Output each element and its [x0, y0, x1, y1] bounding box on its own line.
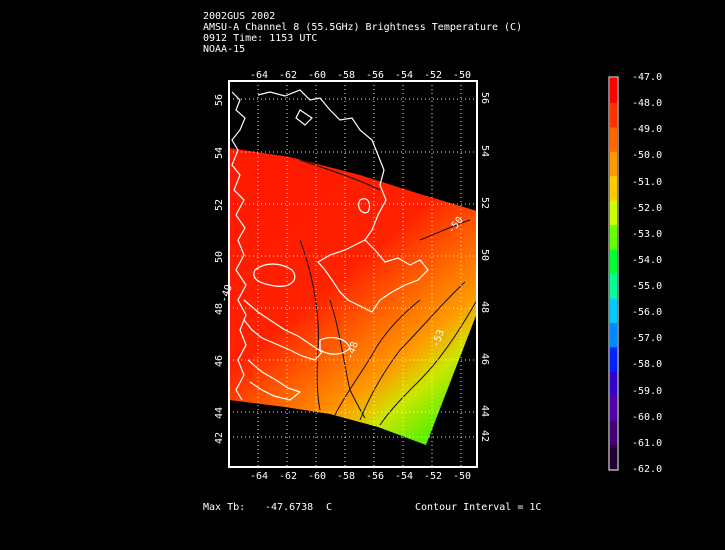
- colorbar-swatch: [610, 200, 617, 226]
- lat-tick: 48: [214, 303, 225, 315]
- colorbar-tick-label: -57.0: [632, 333, 663, 345]
- colorbar-tick-label: -52.0: [632, 202, 663, 214]
- colorbar-swatch: [610, 444, 617, 470]
- colorbar-tick-label: -53.0: [632, 228, 663, 240]
- title-line-3: 0912 Time: 1153 UTC: [203, 33, 318, 44]
- lon-tick: -56: [366, 471, 384, 482]
- lat-tick: 44: [479, 405, 490, 417]
- title-line-1: 2002GUS 2002: [203, 11, 276, 22]
- lat-tick: 56: [479, 92, 490, 104]
- max-tb-label: Max Tb:: [203, 502, 246, 513]
- lon-tick: -52: [424, 70, 442, 81]
- lat-tick: 54: [479, 145, 490, 157]
- lon-tick: -50: [453, 70, 471, 81]
- colorbar-swatch: [610, 420, 617, 446]
- lon-tick: -52: [424, 471, 442, 482]
- left-lat-axis: 56 54 52 50 48 46 44 42: [214, 94, 225, 444]
- lat-tick: 50: [214, 251, 225, 263]
- contour-interval: Contour Interval = 1C: [415, 502, 542, 513]
- colorbar-swatch: [610, 151, 617, 177]
- lat-tick: 48: [479, 301, 490, 313]
- colorbar-swatch: [610, 249, 617, 274]
- max-tb-unit: C: [326, 502, 333, 513]
- lon-tick: -58: [337, 70, 355, 81]
- lat-tick: 50: [479, 249, 490, 261]
- contour-lines: [299, 159, 477, 426]
- lon-tick: -64: [250, 70, 268, 81]
- colorbar-tick-label: -56.0: [632, 307, 663, 319]
- colorbar-swatch: [610, 395, 617, 421]
- lon-tick: -62: [279, 471, 297, 482]
- lon-tick: -56: [366, 70, 384, 81]
- lat-tick: 42: [479, 430, 490, 442]
- colorbar-tick-label: -59.0: [632, 385, 663, 397]
- colorbar-swatch: [610, 297, 617, 323]
- lat-tick: 46: [214, 355, 225, 367]
- lat-tick: 46: [479, 353, 490, 365]
- lon-tick: -62: [279, 70, 297, 81]
- colorbar-swatch: [610, 102, 617, 128]
- lat-tick: 56: [214, 94, 225, 106]
- right-lat-axis: 56 54 52 50 48 46 44 42: [479, 92, 490, 442]
- colorbar-swatch: [610, 371, 617, 397]
- colorbar: [608, 76, 619, 471]
- coastlines: [231, 89, 429, 401]
- lon-tick: -60: [308, 471, 326, 482]
- map-frame: [228, 80, 478, 468]
- colorbar-frame: [608, 76, 619, 471]
- colorbar-tick-label: -55.0: [632, 281, 663, 293]
- colorbar-swatch: [610, 78, 617, 103]
- colorbar-swatch: [610, 322, 617, 348]
- lon-tick: -54: [395, 471, 413, 482]
- colorbar-swatch: [610, 273, 617, 299]
- lon-tick: -54: [395, 70, 413, 81]
- bottom-lon-axis: -64 -62 -60 -58 -56 -54 -52 -50: [250, 471, 471, 482]
- title-line-2: AMSU-A Channel 8 (55.5GHz) Brightness Te…: [203, 22, 523, 33]
- max-tb-value: -47.6738: [265, 502, 314, 513]
- title-block: 2002GUS 2002 AMSU-A Channel 8 (55.5GHz) B…: [203, 11, 522, 55]
- colorbar-tick-label: -49.0: [632, 124, 663, 136]
- colorbar-tick-label: -51.0: [632, 176, 663, 188]
- colorbar-tick-label: -54.0: [632, 254, 663, 266]
- lon-tick: -58: [337, 471, 355, 482]
- lat-tick: 52: [479, 197, 490, 209]
- colorbar-tick-label: -47.0: [632, 72, 663, 83]
- colorbar-swatch: [610, 126, 617, 152]
- colorbar-tick-label: -60.0: [632, 411, 663, 423]
- brightness-swath: [229, 148, 477, 445]
- colorbar-tick-label: -58.0: [632, 359, 663, 371]
- lon-tick: -50: [453, 471, 471, 482]
- colorbar-swatch: [610, 175, 617, 201]
- top-lon-axis: -64 -62 -60 -58 -56 -54 -52 -50: [250, 70, 471, 81]
- colorbar-tick-label: -48.0: [632, 98, 663, 110]
- lat-tick: 52: [214, 199, 225, 211]
- colorbar-swatch: [610, 224, 617, 250]
- lat-tick: 42: [214, 432, 225, 444]
- lon-tick: -64: [250, 471, 268, 482]
- colorbar-swatch: [610, 346, 617, 372]
- lon-tick: -60: [308, 70, 326, 81]
- colorbar-tick-label: -50.0: [632, 150, 663, 162]
- graticule: [229, 81, 477, 467]
- title-line-4: NOAA-15: [203, 44, 246, 55]
- colorbar-tick-label: -62.0: [632, 464, 663, 475]
- lat-tick: 54: [214, 147, 225, 159]
- colorbar-tick-label: -61.0: [632, 437, 663, 449]
- lat-tick: 44: [214, 407, 225, 419]
